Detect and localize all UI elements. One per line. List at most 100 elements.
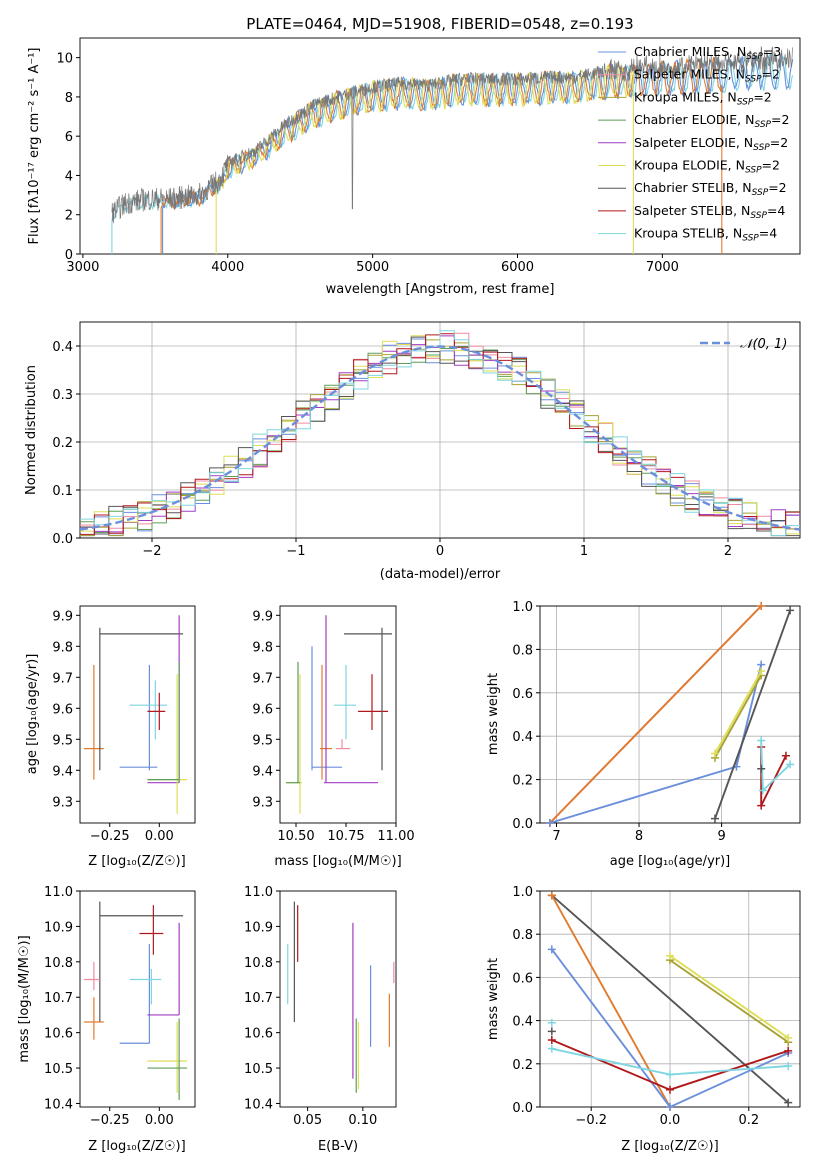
data-marker [757, 736, 766, 745]
x-axis-label: Z [log₁₀(Z/Z☉)] [621, 1139, 718, 1154]
y-tick-label: 0.4 [512, 1015, 533, 1030]
axes-frame [279, 890, 397, 1108]
x-tick-label: 8 [635, 829, 643, 844]
y-tick-label: 10.9 [244, 920, 273, 935]
legend-entry: Kroupa ELODIE, NSSP=2 [634, 158, 780, 176]
x-tick-label: 0.2 [738, 1113, 759, 1128]
y-tick-label: 0.3 [52, 388, 73, 403]
data-marker [547, 945, 556, 954]
y-tick-label: 10.7 [244, 991, 273, 1006]
x-tick-label: 9 [717, 829, 725, 844]
x-tick-label: 5000 [356, 260, 389, 275]
x-tick-label: 1 [580, 544, 588, 559]
y-tick-label: 10.6 [44, 1027, 73, 1042]
x-axis-label: wavelength [Angstrom, rest frame] [326, 282, 555, 297]
histogram-cyan [80, 330, 800, 537]
mass-vs-z-panel: −0.25 0.00 10.4 10.5 10.6 10.7 10.8 10.9 11.0 Z [… [17, 885, 196, 1154]
legend-entry: Salpeter STELIB, NSSP=4 [634, 203, 785, 221]
y-axis-label: age [log₁₀(age/yr)] [25, 654, 40, 775]
series-line [714, 670, 763, 755]
data-marker [666, 1103, 674, 1111]
x-tick-label: 0.00 [145, 829, 174, 844]
y-tick-label: 0.6 [512, 687, 533, 702]
mass-vs-ebv-panel: 0.05 0.10 10.4 10.5 10.6 10.7 10.8 10.9 11.0 E(B-… [244, 885, 397, 1154]
legend-entry: Salpeter MILES, NSSP=2 [634, 67, 780, 85]
y-tick-label: 0 [65, 248, 73, 263]
y-tick-label: 0.8 [512, 928, 533, 943]
y-tick-label: 9.8 [52, 640, 73, 655]
y-tick-label: 0.0 [512, 1101, 533, 1116]
y-tick-label: 9.6 [252, 702, 273, 717]
x-tick-label: −0.25 [90, 1113, 130, 1128]
x-tick-label: 0.10 [348, 1113, 377, 1128]
y-tick-label: 0.0 [512, 817, 533, 832]
x-tick-label: 0.0 [660, 1113, 681, 1128]
x-tick-label: −0.2 [575, 1113, 607, 1128]
data-marker [758, 786, 767, 795]
y-tick-label: 0.2 [52, 436, 73, 451]
x-tick-label: 4000 [211, 260, 244, 275]
x-tick-label: −1 [286, 544, 305, 559]
x-tick-label: 0 [436, 544, 444, 559]
y-tick-label: 1.0 [512, 885, 533, 900]
y-tick-label: 10.6 [244, 1027, 273, 1042]
data-marker [784, 1098, 793, 1107]
legend-entry: Chabrier MILES, NSSP=3 [634, 44, 781, 62]
y-axis-label: mass [log₁₀(M/M☉)] [17, 935, 32, 1062]
y-tick-label: 9.7 [52, 671, 73, 686]
model-fit-cyan [111, 53, 794, 254]
y-tick-label: 10 [56, 52, 73, 67]
x-tick-label: 10.50 [277, 829, 314, 844]
x-tick-label: 0.05 [293, 1113, 322, 1128]
gaussian-curve [79, 345, 801, 531]
data-marker [757, 764, 766, 773]
y-tick-label: 10.8 [44, 956, 73, 971]
x-tick-label: 11.00 [377, 829, 414, 844]
series-line [550, 894, 671, 1108]
y-tick-label: 9.8 [252, 640, 273, 655]
x-tick-label: −0.25 [90, 829, 130, 844]
y-tick-label: 0.2 [512, 1058, 533, 1073]
y-tick-label: 0.6 [512, 971, 533, 986]
data-marker [781, 751, 790, 760]
data-marker [757, 801, 766, 810]
data-marker [547, 1018, 556, 1027]
data-marker [710, 814, 719, 823]
y-tick-label: 2 [65, 209, 73, 224]
axes-frame [539, 605, 801, 824]
data-marker [757, 602, 766, 610]
age-vs-z-panel: −0.25 0.00 9.3 9.4 9.5 9.6 9.7 9.8 9.9 Z [log₁₀(Z… [25, 605, 196, 869]
mass-weight-vs-age-panel: 7 8 9 0.0 0.2 0.4 0.6 0.8 1.0 age [log₁₀(age/yr)]… [486, 600, 801, 869]
series-line [714, 609, 791, 820]
data-marker [710, 749, 719, 758]
x-axis-label: mass [log₁₀(M/M☉)] [274, 854, 401, 869]
legend-entry: Kroupa MILES, NSSP=2 [634, 89, 772, 107]
axes-frame [79, 605, 196, 824]
histogram-panel: −2 −1 0 1 2 0.0 0.1 0.2 0.3 0.4 𝒩(0, 1) (data-model… [24, 321, 801, 582]
x-tick-label: 3000 [66, 260, 99, 275]
x-axis-label: (data-model)/error [380, 567, 501, 582]
y-axis-label: mass weight [486, 673, 501, 755]
y-tick-label: 0.0 [52, 532, 73, 547]
y-tick-label: 9.5 [52, 733, 73, 748]
series-line [549, 664, 763, 824]
x-axis-label: Z [log₁₀(Z/Z☉)] [88, 1139, 185, 1154]
x-tick-label: 7 [552, 829, 560, 844]
y-tick-label: 9.5 [252, 733, 273, 748]
legend-entry: Chabrier ELODIE, NSSP=2 [634, 112, 789, 130]
mass-weight-vs-z-panel: −0.2 0.0 0.2 0.0 0.2 0.4 0.6 0.8 1.0 Z [log₁₀(Z/Z… [486, 885, 801, 1154]
data-marker [786, 606, 795, 615]
x-axis-label: age [log₁₀(age/yr)] [610, 854, 731, 869]
x-axis-label: E(B-V) [318, 1139, 358, 1154]
y-tick-label: 4 [65, 169, 73, 184]
series-line [760, 740, 791, 793]
histogram-gray [80, 336, 800, 537]
series-line [669, 959, 789, 1043]
axes-frame [279, 605, 397, 824]
legend-entry: Kroupa STELIB, NSSP=4 [634, 226, 777, 244]
y-tick-label: 10.8 [244, 956, 273, 971]
spectrum-title: PLATE=0464, MJD=51908, FIBERID=0548, z=0… [246, 15, 633, 33]
data-marker [666, 951, 674, 960]
axes-frame [79, 37, 801, 255]
